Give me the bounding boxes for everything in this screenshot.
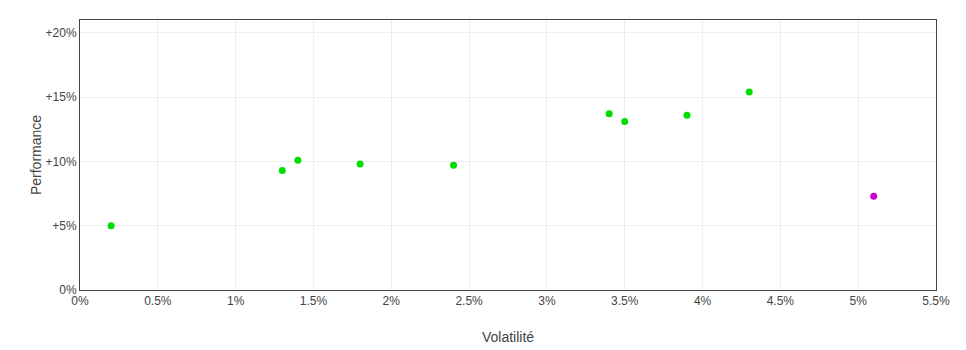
svg-text:3.5%: 3.5% <box>611 294 639 308</box>
svg-text:Performance: Performance <box>28 115 44 195</box>
svg-text:4.5%: 4.5% <box>767 294 795 308</box>
svg-text:0.5%: 0.5% <box>144 294 172 308</box>
svg-text:0%: 0% <box>71 294 89 308</box>
svg-text:+20%: +20% <box>46 26 77 40</box>
svg-text:4%: 4% <box>694 294 712 308</box>
svg-text:5%: 5% <box>850 294 868 308</box>
svg-text:3%: 3% <box>538 294 556 308</box>
svg-text:+5%: +5% <box>52 219 77 233</box>
svg-text:5.5%: 5.5% <box>922 294 950 308</box>
svg-text:+15%: +15% <box>46 90 77 104</box>
svg-text:0%: 0% <box>59 283 77 297</box>
svg-text:2%: 2% <box>383 294 401 308</box>
svg-text:2.5%: 2.5% <box>455 294 483 308</box>
svg-text:+10%: +10% <box>46 155 77 169</box>
svg-text:1.5%: 1.5% <box>300 294 328 308</box>
svg-text:1%: 1% <box>227 294 245 308</box>
svg-text:Volatilité: Volatilité <box>482 329 534 345</box>
